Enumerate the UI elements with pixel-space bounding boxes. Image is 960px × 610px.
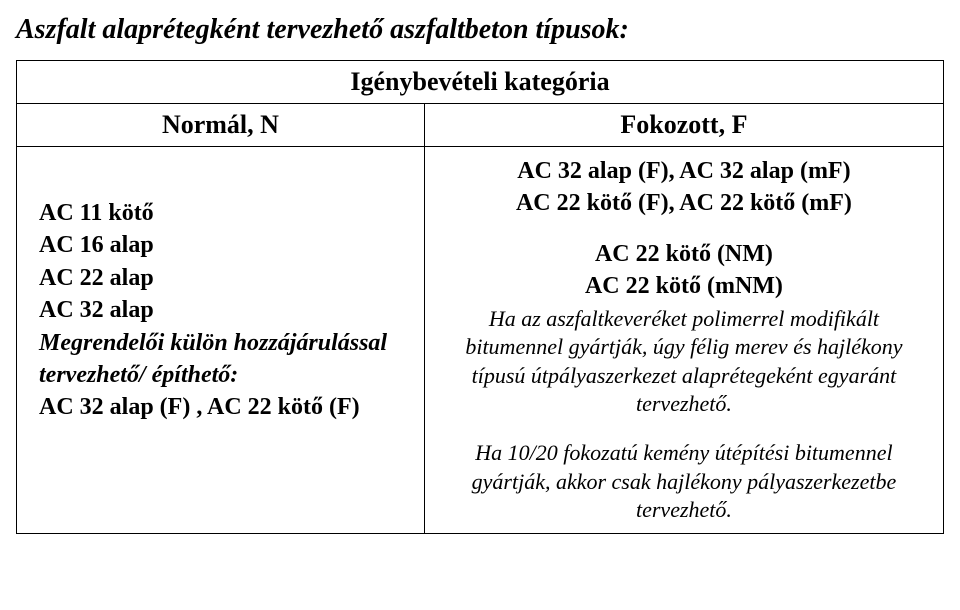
right-line-1: AC 32 alap (F), AC 32 alap (mF) — [443, 155, 925, 187]
types-table: Igénybevételi kategória Normál, N Fokozo… — [16, 60, 944, 534]
left-line-4: AC 32 alap — [39, 294, 406, 326]
table-cell-right: AC 32 alap (F), AC 32 alap (mF) AC 22 kö… — [424, 147, 943, 534]
page-title: Aszfalt alaprétegként tervezhető aszfalt… — [16, 14, 944, 46]
left-line-5: Megrendelői külön hozzájárulással — [39, 327, 406, 359]
left-line-2: AC 16 alap — [39, 229, 406, 261]
table-header-left: Normál, N — [17, 104, 425, 147]
right-paragraph-2: Ha 10/20 fokozatú kemény útépítési bitum… — [443, 439, 925, 525]
table-cell-left: AC 11 kötő AC 16 alap AC 22 alap AC 32 a… — [17, 147, 425, 534]
right-line-4: AC 22 kötő (mNM) — [443, 270, 925, 302]
table-header-super: Igénybevételi kategória — [17, 61, 944, 104]
left-line-3: AC 22 alap — [39, 262, 406, 294]
left-line-7: AC 32 alap (F) , AC 22 kötő (F) — [39, 391, 406, 423]
table-header-right: Fokozott, F — [424, 104, 943, 147]
spacing — [443, 419, 925, 437]
right-paragraph-1: Ha az aszfaltkeveréket polimerrel modifi… — [443, 305, 925, 419]
right-line-2: AC 22 kötő (F), AC 22 kötő (mF) — [443, 187, 925, 219]
right-line-3: AC 22 kötő (NM) — [443, 238, 925, 270]
left-line-6: tervezhető/ építhető: — [39, 359, 406, 391]
left-line-1: AC 11 kötő — [39, 197, 406, 229]
spacing — [443, 220, 925, 238]
